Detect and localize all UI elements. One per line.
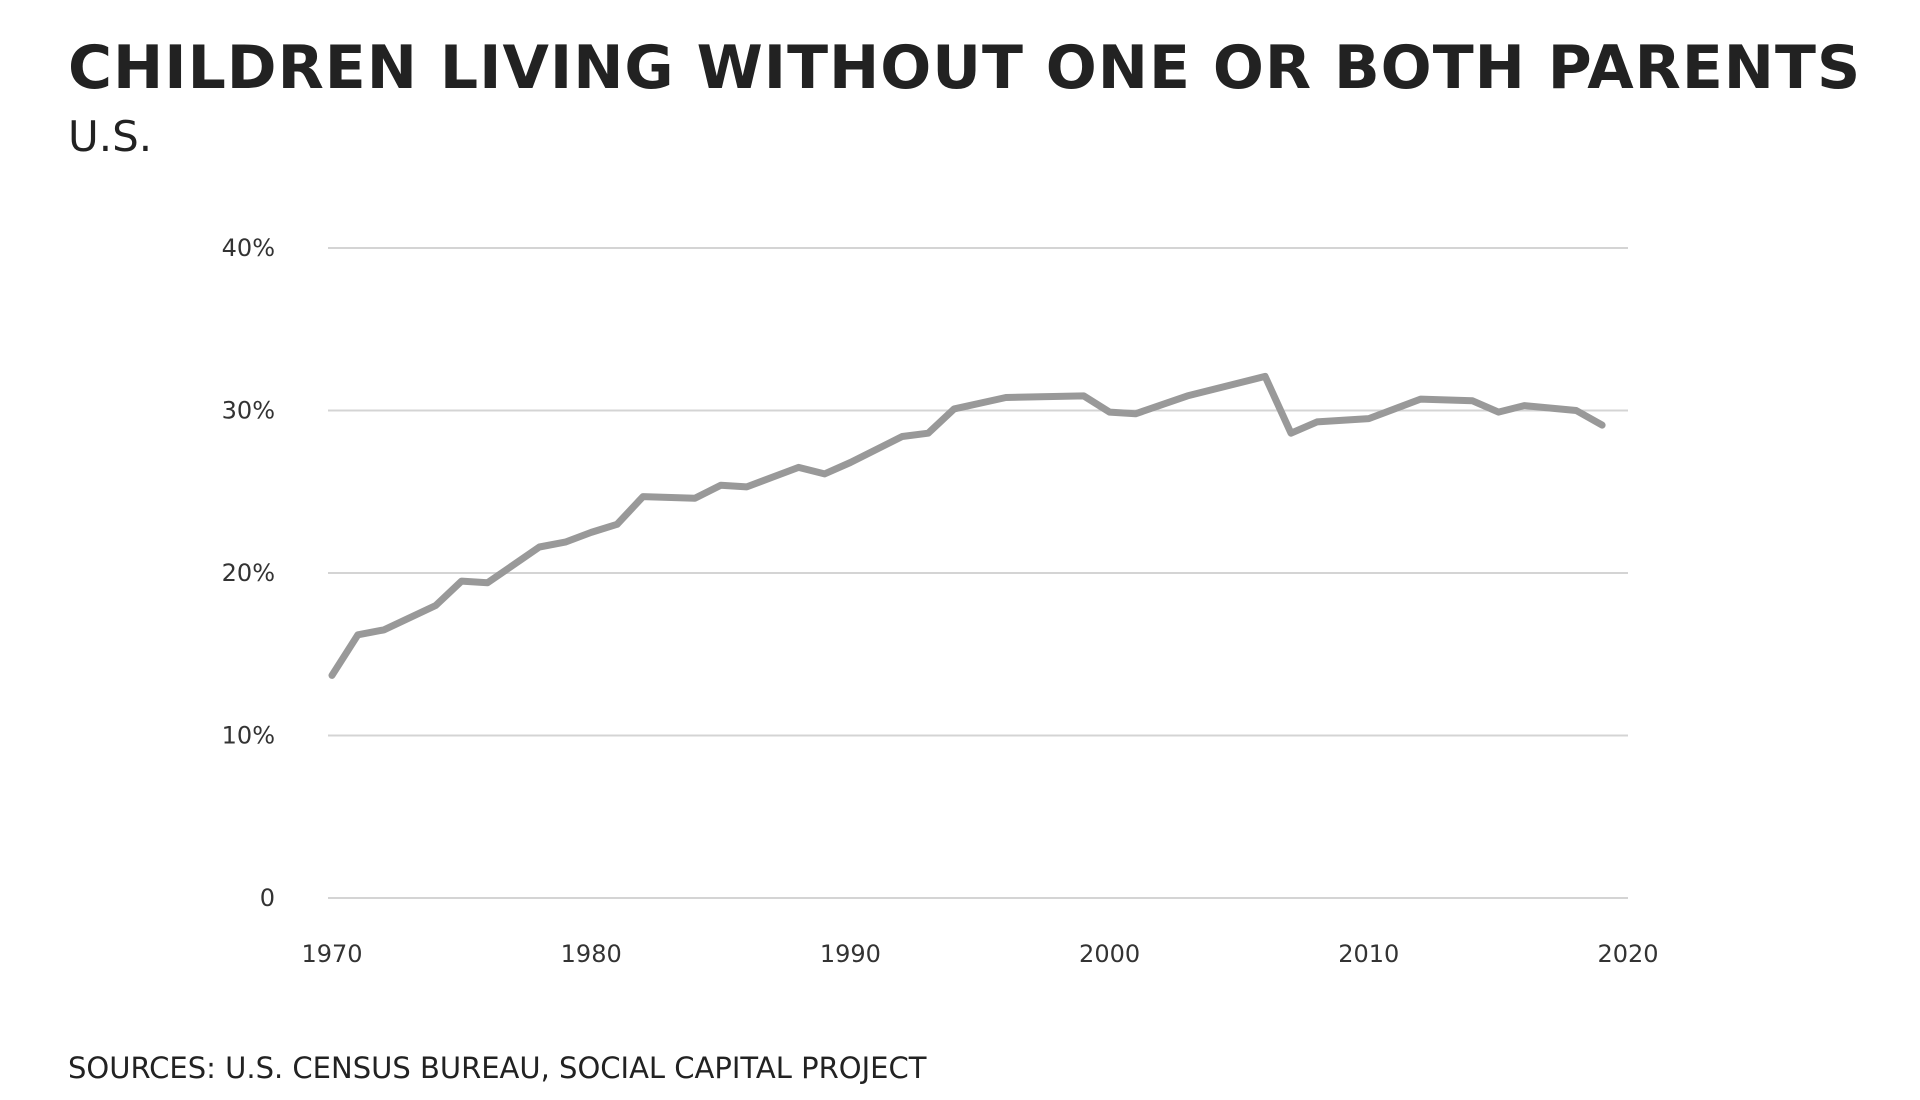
x-tick-label: 2010 <box>1338 940 1399 968</box>
y-tick-label: 40% <box>222 234 275 262</box>
chart-title: Children living without one or both pare… <box>68 33 1862 103</box>
y-tick-label: 20% <box>222 559 275 587</box>
gridlines <box>328 247 1628 899</box>
x-axis-ticks: 1970 1980 1990 2000 2010 2020 <box>301 940 1658 968</box>
x-tick-label: 1970 <box>301 940 362 968</box>
source-note: Sources: U.S. Census Bureau, Social Capi… <box>68 1051 927 1085</box>
series-line <box>328 372 1606 679</box>
y-tick-label: 0 <box>260 884 275 912</box>
chart-subtitle: U.S. <box>68 112 153 161</box>
x-tick-label: 1990 <box>820 940 881 968</box>
x-tick-label: 2020 <box>1597 940 1658 968</box>
y-tick-label: 10% <box>222 722 275 750</box>
x-tick-label: 2000 <box>1079 940 1140 968</box>
y-tick-label: 30% <box>222 397 275 425</box>
line-chart: 0 10% 20% 30% 40% 1970 1980 1990 2000 2010 2020 <box>222 234 1659 968</box>
y-axis-ticks: 0 10% 20% 30% 40% <box>222 234 275 912</box>
series-layer <box>328 372 1606 679</box>
x-tick-label: 1980 <box>561 940 622 968</box>
